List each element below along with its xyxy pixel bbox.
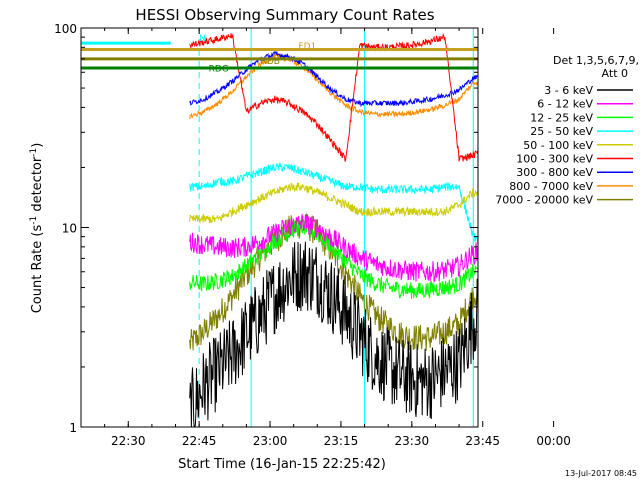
y-axis-label-end: ) bbox=[30, 143, 45, 148]
series-line-5 bbox=[189, 33, 478, 162]
legend-label-5: 100 - 300 keV bbox=[516, 153, 593, 166]
series-line-1 bbox=[189, 213, 478, 283]
flag-label-0: N bbox=[199, 34, 206, 44]
y-tick-label-0: 1 bbox=[69, 421, 77, 435]
y-axis-label-main: Count Rate (s bbox=[30, 225, 45, 314]
legend-header-line1: Det 1,3,5,6,7,9, bbox=[553, 54, 639, 67]
x-tick-label-4: 23:30 bbox=[395, 434, 430, 448]
x-axis: 22:30 22:45 23:00 23:15 23:30 23:45 00:00 bbox=[80, 28, 571, 448]
series-line-3 bbox=[189, 162, 478, 245]
legend-label-0: 3 - 6 keV bbox=[544, 84, 593, 97]
timestamp: 13-Jul-2017 08:45 bbox=[565, 469, 637, 478]
x-axis-label: Start Time (16-Jan-15 22:25:42) bbox=[178, 457, 386, 472]
series-line-4 bbox=[189, 182, 478, 224]
flag-label-1: FD1 bbox=[298, 42, 316, 52]
series-line-8 bbox=[189, 213, 478, 351]
legend-label-2: 12 - 25 keV bbox=[530, 111, 593, 124]
x-tick-label-0: 22:30 bbox=[111, 434, 146, 448]
legend-label-7: 800 - 7000 keV bbox=[509, 180, 593, 193]
legend-label-8: 7000 - 20000 keV bbox=[495, 194, 593, 207]
flag-label-3: RDG bbox=[209, 65, 229, 75]
series-line-0 bbox=[189, 241, 478, 427]
x-tick-label-3: 23:15 bbox=[324, 434, 359, 448]
legend-label-1: 6 - 12 keV bbox=[537, 98, 593, 111]
y-axis-label: Count Rate (s-1 detector-1) bbox=[29, 143, 45, 314]
y-axis-label-sup-1: -1 bbox=[29, 216, 39, 225]
legend-label-4: 50 - 100 keV bbox=[523, 139, 593, 152]
y-axis-label-mid: detector bbox=[30, 156, 45, 216]
x-tick-label-1: 22:45 bbox=[182, 434, 217, 448]
legend-label-3: 25 - 50 keV bbox=[530, 125, 593, 138]
series-line-6 bbox=[189, 50, 478, 108]
series-line-2 bbox=[189, 218, 478, 300]
y-axis: 1 10 100 bbox=[54, 22, 478, 435]
y-tick-label-2: 100 bbox=[54, 22, 77, 36]
x-tick-label-2: 23:00 bbox=[253, 434, 288, 448]
legend-header-line2: Att 0 bbox=[602, 67, 628, 80]
y-tick-label-1: 10 bbox=[62, 222, 77, 236]
x-tick-label-5: 23:45 bbox=[465, 434, 500, 448]
y-axis-label-sup-2: -1 bbox=[29, 148, 39, 157]
legend-label-6: 300 - 800 keV bbox=[516, 166, 593, 179]
chart-title: HESSI Observing Summary Count Rates bbox=[135, 6, 434, 24]
flag-label-2: RDB bbox=[261, 57, 280, 67]
x-tick-label-6: 00:00 bbox=[536, 434, 571, 448]
